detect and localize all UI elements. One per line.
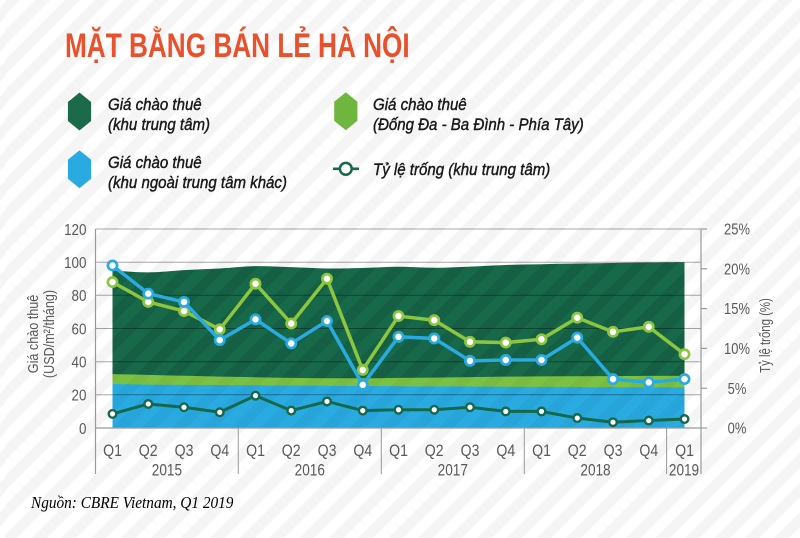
svg-text:Q3: Q3 bbox=[604, 442, 623, 460]
svg-text:Q3: Q3 bbox=[318, 442, 337, 460]
svg-text:2017: 2017 bbox=[438, 461, 468, 480]
svg-text:5%: 5% bbox=[728, 381, 747, 398]
svg-text:Q2: Q2 bbox=[139, 442, 158, 460]
svg-text:Q1: Q1 bbox=[532, 442, 551, 460]
svg-text:Q2: Q2 bbox=[282, 442, 301, 460]
svg-text:2016: 2016 bbox=[295, 461, 325, 480]
svg-text:Q1: Q1 bbox=[389, 442, 408, 460]
svg-text:80: 80 bbox=[72, 288, 87, 305]
svg-text:Q1: Q1 bbox=[675, 442, 694, 460]
svg-text:2015: 2015 bbox=[152, 461, 182, 480]
svg-text:120: 120 bbox=[64, 222, 86, 239]
svg-text:Q1: Q1 bbox=[103, 442, 122, 460]
svg-text:40: 40 bbox=[72, 355, 87, 372]
svg-text:Q1: Q1 bbox=[246, 442, 265, 460]
svg-text:Q4: Q4 bbox=[353, 442, 372, 460]
svg-text:60: 60 bbox=[72, 321, 87, 338]
svg-text:Q4: Q4 bbox=[496, 442, 515, 460]
svg-text:15%: 15% bbox=[724, 301, 750, 318]
svg-text:(USD/m²/tháng): (USD/m²/tháng) bbox=[40, 290, 57, 378]
svg-text:Q3: Q3 bbox=[175, 442, 194, 460]
svg-text:10%: 10% bbox=[724, 341, 750, 358]
svg-text:25%: 25% bbox=[724, 222, 750, 239]
svg-text:Q2: Q2 bbox=[568, 442, 587, 460]
svg-text:2019: 2019 bbox=[669, 461, 699, 480]
svg-text:Q3: Q3 bbox=[461, 442, 480, 460]
svg-text:Tỷ lệ trống (%): Tỷ lệ trống (%) bbox=[756, 298, 773, 373]
svg-text:Q2: Q2 bbox=[425, 442, 444, 460]
svg-text:20: 20 bbox=[72, 388, 87, 405]
svg-text:0: 0 bbox=[79, 421, 86, 438]
svg-text:Q4: Q4 bbox=[210, 442, 229, 460]
svg-text:20%: 20% bbox=[724, 261, 750, 278]
svg-text:0%: 0% bbox=[728, 421, 747, 438]
svg-text:100: 100 bbox=[64, 255, 86, 272]
svg-text:Q4: Q4 bbox=[639, 442, 658, 460]
svg-text:2018: 2018 bbox=[580, 461, 610, 480]
svg-text:Giá chào thuê: Giá chào thuê bbox=[24, 295, 41, 374]
